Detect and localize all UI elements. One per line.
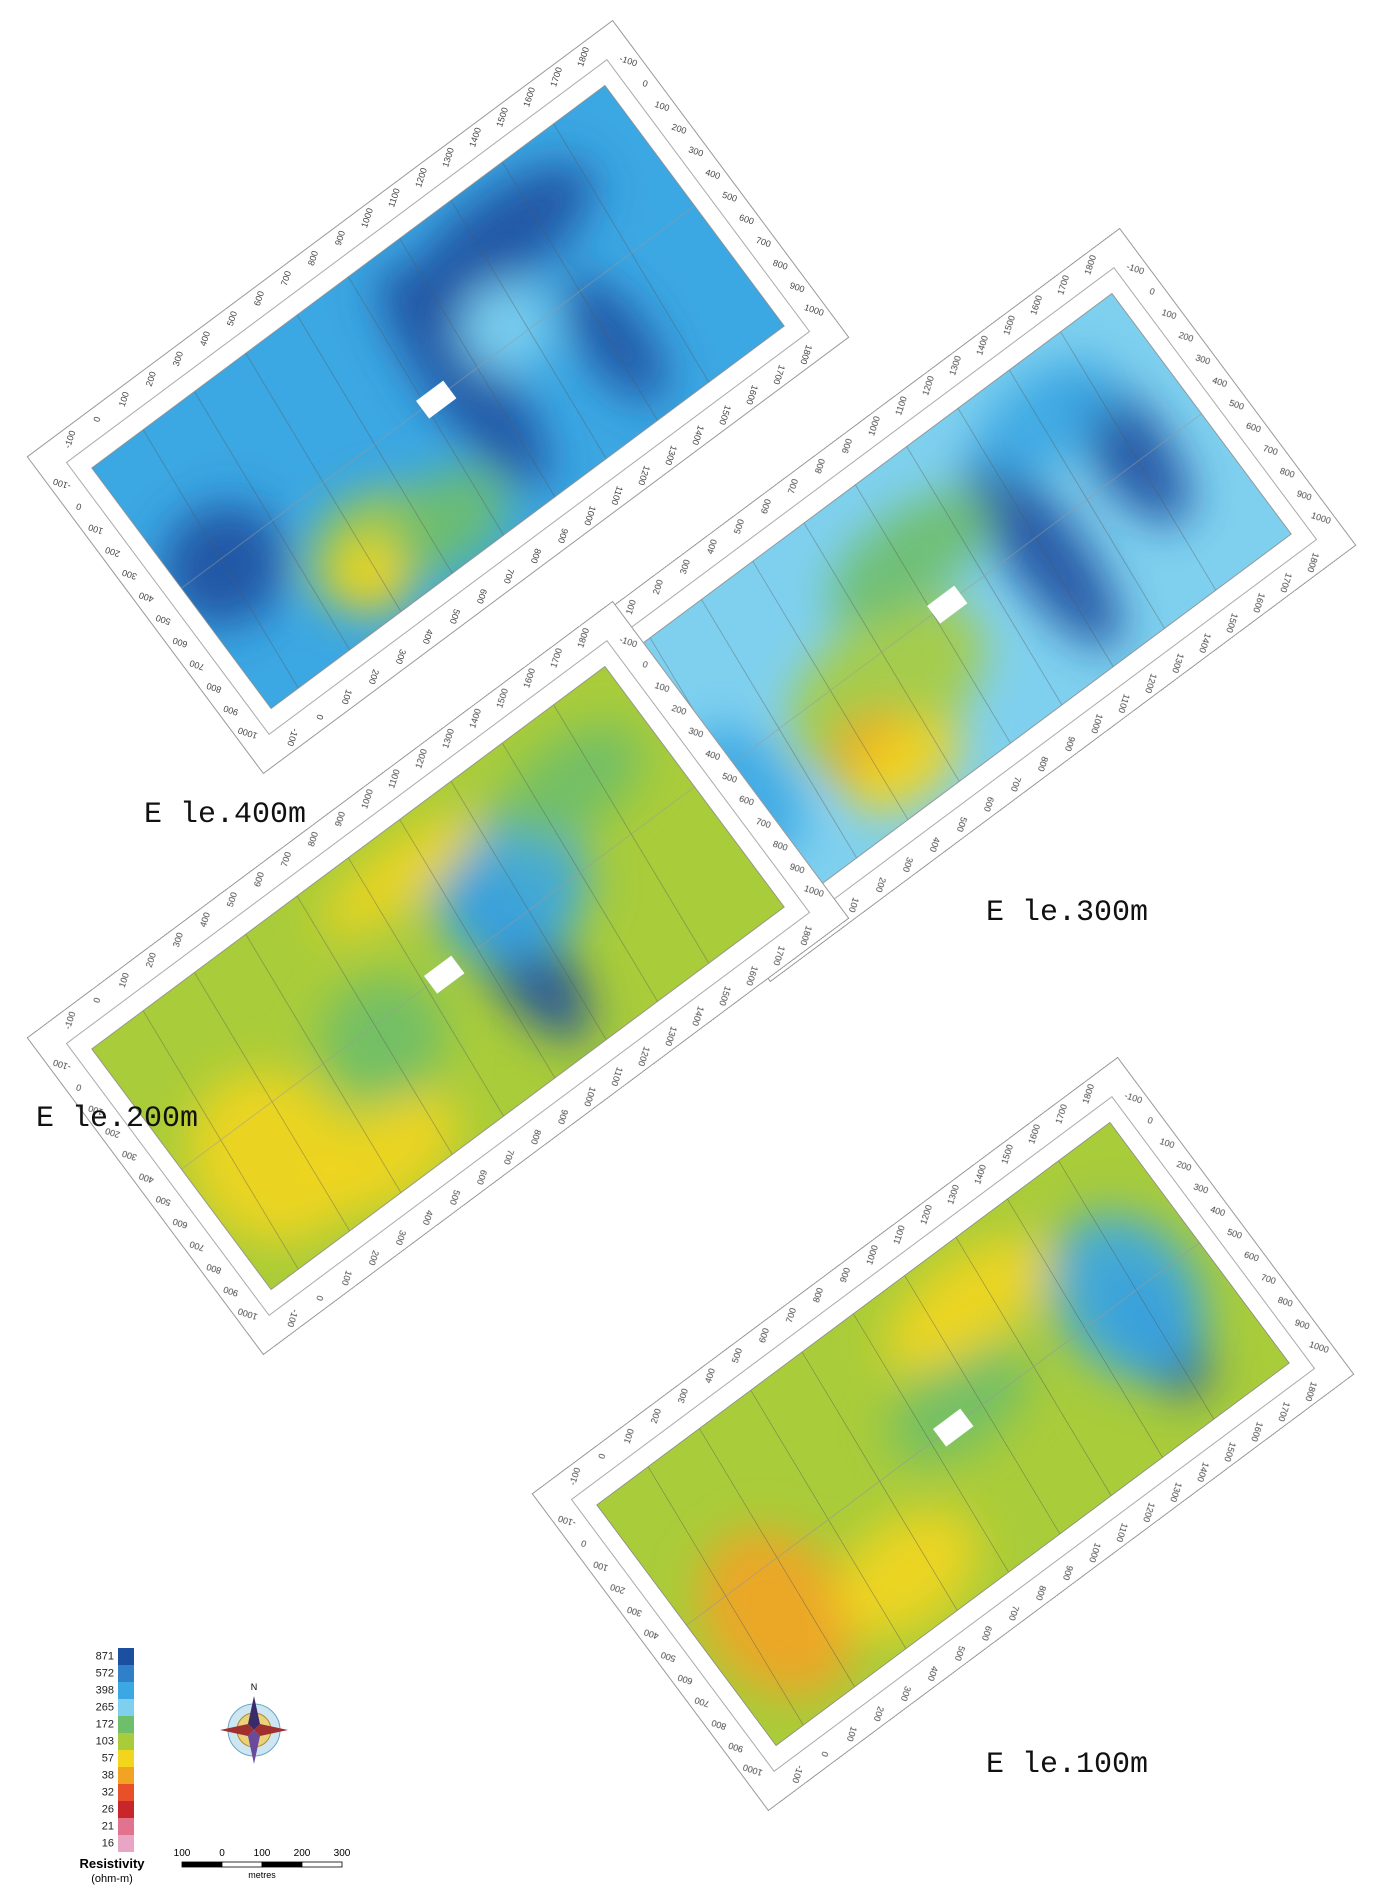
legend-swatch (118, 1733, 134, 1750)
map-panel: -100-10000100100200200300300400400500500… (532, 1058, 1353, 1811)
legend-label: 57 (102, 1752, 114, 1764)
legend-label: 265 (96, 1701, 114, 1713)
scale-segment (262, 1862, 302, 1867)
elevation-label: E le.300m (986, 896, 1148, 930)
legend-label: 26 (102, 1803, 114, 1815)
legend-swatch (118, 1767, 134, 1784)
legend-label: 32 (102, 1786, 114, 1798)
legend-unit: (ohm-m) (91, 1873, 133, 1885)
legend-swatch (118, 1784, 134, 1801)
legend-swatch (118, 1665, 134, 1682)
scale-label: 200 (294, 1848, 311, 1859)
elevation-label: E le.100m (986, 1748, 1148, 1782)
scale-segment (182, 1862, 222, 1867)
compass: N (220, 1682, 288, 1764)
legend-label: 38 (102, 1769, 114, 1781)
scale-label: 300 (334, 1848, 351, 1859)
legend-swatch (118, 1699, 134, 1716)
legend-swatch (118, 1801, 134, 1818)
compass-north: N (251, 1682, 258, 1692)
legend-swatch (118, 1818, 134, 1835)
legend-label: 572 (96, 1667, 114, 1679)
legend-label: 103 (96, 1735, 114, 1747)
legend-label: 16 (102, 1837, 114, 1849)
scale-label: 0 (219, 1848, 225, 1859)
scale-label: 100 (174, 1848, 191, 1859)
legend-swatch (118, 1716, 134, 1733)
scale-label: 100 (254, 1848, 271, 1859)
legend-swatch (118, 1682, 134, 1699)
legend-title: Resistivity (79, 1856, 145, 1871)
legend-swatch (118, 1648, 134, 1665)
legend-swatch (118, 1835, 134, 1852)
panels: -100-10000100100200200300300400400500500… (27, 21, 1355, 1811)
legend: 871 572 398 265 172 103 57 38 32 26 21 16 Resistivit… (79, 1648, 145, 1885)
scale-segment (302, 1862, 342, 1867)
legend-label: 21 (102, 1820, 114, 1832)
legend-label: 172 (96, 1718, 114, 1730)
elevation-label: E le.400m (144, 798, 306, 832)
legend-label: 398 (96, 1684, 114, 1696)
legend-label: 871 (96, 1650, 114, 1662)
legend-swatch (118, 1750, 134, 1767)
scale-unit: metres (248, 1870, 276, 1880)
figure: -100-10000100100200200300300400400500500… (0, 0, 1377, 1889)
scale-bar: 100 0 100 200 300 metres (174, 1848, 351, 1880)
scale-segment (222, 1862, 262, 1867)
elevation-label: E le.200m (36, 1102, 198, 1136)
